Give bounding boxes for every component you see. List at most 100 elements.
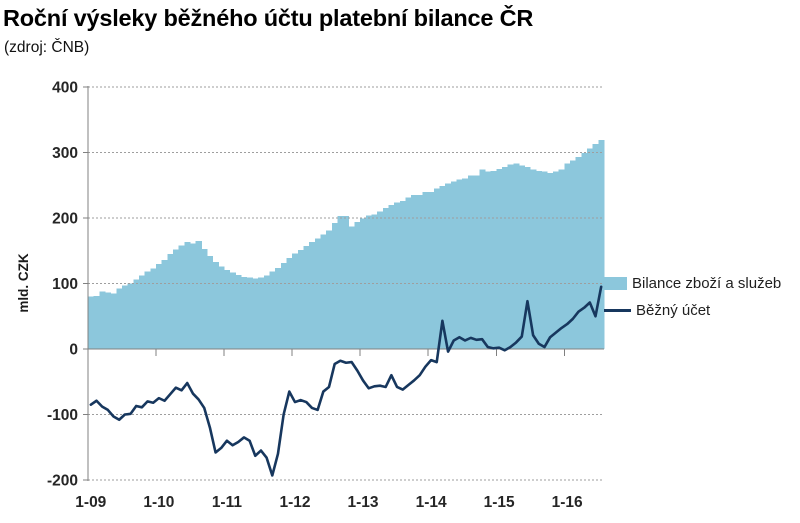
area-bar — [88, 296, 95, 349]
area-bar — [490, 170, 497, 349]
area-bar — [581, 153, 588, 349]
area-bar — [569, 160, 576, 349]
area-bar — [377, 211, 384, 349]
area-bar — [337, 216, 344, 349]
area-bar — [513, 163, 520, 349]
area-bar — [207, 255, 214, 349]
area-bar — [241, 276, 248, 349]
area-bar — [360, 218, 367, 349]
x-tick-label: 1-11 — [212, 494, 243, 511]
area-bar — [280, 263, 287, 349]
area-bar — [331, 223, 338, 349]
area-bar — [178, 245, 185, 349]
area-bar — [422, 191, 429, 349]
x-tick-label: 1-14 — [416, 494, 447, 511]
area-bar — [501, 166, 508, 349]
area-bar — [547, 172, 554, 349]
area-bar — [292, 253, 299, 349]
y-tick-label: 100 — [52, 276, 78, 293]
x-tick-label: 1-15 — [484, 494, 515, 511]
area-bar — [201, 248, 208, 349]
legend-label-current-account: Běžný účet — [636, 302, 711, 319]
area-bar — [388, 204, 395, 349]
area-bar — [275, 267, 282, 349]
area-bar — [405, 197, 412, 349]
area-bar — [99, 291, 106, 349]
legend-line-swatch — [604, 309, 631, 312]
area-bar — [133, 279, 140, 349]
area-bar — [518, 165, 525, 349]
area-bar — [309, 242, 316, 349]
area-bar — [127, 283, 134, 349]
area-bar — [105, 292, 112, 349]
area-bar — [479, 169, 486, 349]
area-bar — [314, 238, 321, 349]
area-bar — [433, 188, 440, 349]
area-bar — [586, 148, 594, 349]
x-tick-label: 1-12 — [279, 494, 310, 511]
area-bar — [326, 230, 333, 349]
area-bar — [150, 268, 157, 349]
area-bar — [184, 242, 191, 349]
area-bar — [224, 269, 231, 349]
y-tick-label: 300 — [52, 145, 78, 162]
area-bar — [484, 171, 491, 349]
area-bar — [190, 243, 197, 349]
area-bar — [161, 259, 168, 349]
x-tick-label: 1-16 — [552, 494, 583, 511]
area-bar — [252, 278, 259, 349]
area-bar — [382, 208, 389, 349]
legend-item-current-account: Běžný účet — [604, 297, 800, 324]
goods-services-area-series — [88, 140, 605, 350]
area-bar — [144, 271, 151, 349]
area-bar — [467, 175, 474, 349]
area-bar — [558, 169, 565, 349]
area-bar — [456, 179, 463, 349]
area-bar — [365, 215, 372, 349]
area-bar — [354, 221, 361, 349]
area-bar — [428, 191, 435, 349]
legend: Bilance zboží a služeb Běžný účet — [604, 270, 800, 324]
y-axis-title: mld. CZK — [16, 253, 31, 312]
area-bar — [195, 240, 202, 349]
area-bar — [552, 171, 559, 349]
area-bar — [297, 250, 304, 349]
area-bar — [173, 249, 180, 349]
chart-title: Roční výsleky běžného účtu platební bila… — [3, 5, 534, 31]
area-bar — [258, 277, 265, 349]
area-bar — [139, 275, 146, 349]
area-bar — [371, 214, 378, 349]
legend-area-swatch — [604, 277, 627, 290]
area-bar — [348, 226, 355, 349]
area-bar — [439, 185, 446, 349]
area-bar — [167, 254, 174, 349]
x-tick-label: 1-10 — [143, 494, 174, 511]
area-bar — [343, 216, 350, 349]
area-bar — [575, 157, 582, 349]
legend-label-goods-services: Bilance zboží a služeb — [632, 275, 782, 292]
x-tick-label: 1-09 — [75, 494, 106, 511]
area-bar — [93, 295, 100, 349]
area-bar — [229, 272, 236, 349]
area-bar — [156, 263, 163, 349]
legend-item-goods-services: Bilance zboží a služeb — [604, 270, 800, 297]
area-bar — [320, 234, 327, 350]
area-bar — [303, 246, 310, 349]
area-bar — [592, 143, 599, 349]
area-bar — [541, 171, 548, 349]
y-tick-label: 400 — [52, 80, 78, 97]
area-bar — [212, 261, 219, 349]
area-bar — [269, 271, 276, 349]
area-bar — [263, 275, 270, 349]
area-bar — [450, 181, 457, 349]
current-account-line — [89, 285, 603, 477]
area-bar — [116, 288, 123, 349]
area-bar — [496, 168, 503, 350]
area-bar — [235, 274, 242, 349]
area-bar — [473, 175, 480, 349]
area-bar — [399, 200, 406, 349]
area-bar — [394, 202, 401, 349]
area-bar — [218, 266, 225, 349]
area-bar — [507, 164, 514, 349]
